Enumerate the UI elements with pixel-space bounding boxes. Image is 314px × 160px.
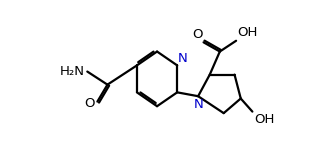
- Text: H₂N: H₂N: [60, 65, 85, 78]
- Text: OH: OH: [254, 113, 274, 126]
- Text: O: O: [84, 97, 94, 110]
- Text: N: N: [178, 52, 188, 65]
- Text: N: N: [193, 98, 203, 111]
- Text: O: O: [192, 28, 203, 41]
- Text: OH: OH: [237, 26, 257, 39]
